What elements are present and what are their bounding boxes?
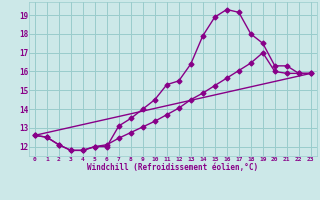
X-axis label: Windchill (Refroidissement éolien,°C): Windchill (Refroidissement éolien,°C) <box>87 163 258 172</box>
